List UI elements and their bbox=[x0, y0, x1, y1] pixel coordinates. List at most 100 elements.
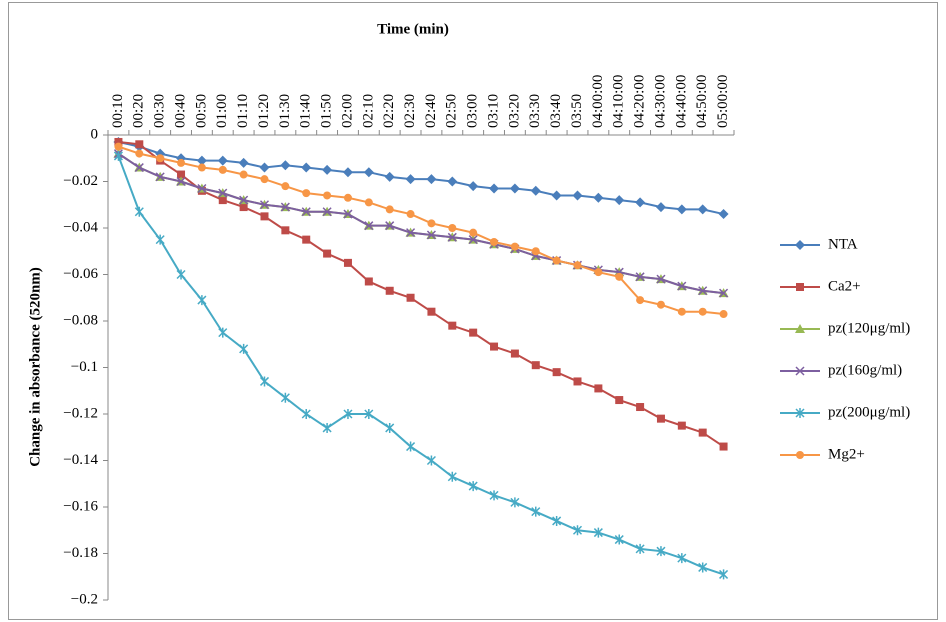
marker bbox=[405, 174, 416, 185]
marker bbox=[384, 171, 395, 182]
x-tick-label: 00:50 bbox=[193, 94, 209, 128]
marker bbox=[677, 553, 687, 564]
y-tick-label: −0.1 bbox=[71, 359, 98, 375]
marker bbox=[176, 269, 186, 280]
marker bbox=[197, 163, 206, 172]
x-tick-label: 04:10:00 bbox=[611, 75, 627, 128]
marker bbox=[573, 261, 582, 270]
marker bbox=[385, 205, 394, 214]
marker bbox=[489, 490, 499, 501]
marker bbox=[260, 175, 269, 184]
marker bbox=[155, 172, 165, 182]
marker bbox=[114, 142, 123, 151]
marker bbox=[615, 272, 624, 281]
x-tick-label: 04:40:00 bbox=[673, 75, 689, 128]
marker bbox=[427, 219, 436, 228]
chart-frame bbox=[8, 2, 938, 620]
marker bbox=[385, 221, 395, 231]
legend-label: pz(160g/ml) bbox=[828, 362, 902, 378]
marker bbox=[698, 307, 707, 316]
marker bbox=[322, 422, 332, 433]
marker bbox=[259, 200, 270, 210]
marker bbox=[218, 327, 228, 338]
marker bbox=[796, 283, 804, 291]
marker bbox=[239, 195, 249, 205]
x-tick-label: 01:50 bbox=[319, 94, 335, 128]
marker bbox=[531, 361, 540, 370]
marker bbox=[490, 342, 499, 351]
marker bbox=[259, 376, 270, 387]
marker bbox=[197, 295, 207, 306]
x-tick-label: 02:10 bbox=[360, 94, 376, 128]
marker bbox=[551, 190, 562, 201]
marker bbox=[156, 154, 165, 163]
marker bbox=[385, 286, 394, 295]
marker bbox=[448, 321, 457, 330]
series-line bbox=[118, 145, 724, 316]
marker bbox=[719, 288, 729, 298]
marker bbox=[322, 207, 332, 217]
x-tick-label: 02:00 bbox=[339, 94, 355, 128]
legend-label: Mg2+ bbox=[828, 446, 865, 462]
marker bbox=[510, 242, 519, 251]
marker bbox=[406, 228, 416, 238]
marker bbox=[656, 546, 666, 557]
marker bbox=[302, 235, 311, 244]
marker bbox=[343, 193, 352, 202]
marker bbox=[593, 527, 603, 538]
marker bbox=[218, 165, 227, 174]
x-tick-label: 03:30 bbox=[527, 94, 543, 128]
y-tick-label: −0.2 bbox=[71, 591, 98, 607]
marker bbox=[489, 183, 500, 194]
marker bbox=[490, 237, 499, 246]
x-tick-label: 01:00 bbox=[214, 94, 230, 128]
marker bbox=[572, 190, 583, 201]
marker bbox=[510, 349, 519, 358]
marker bbox=[447, 232, 457, 242]
legend-label: NTA bbox=[828, 236, 858, 252]
legend-label: Ca2+ bbox=[828, 278, 861, 294]
marker bbox=[218, 188, 228, 198]
marker bbox=[510, 497, 520, 508]
marker bbox=[469, 228, 478, 237]
marker bbox=[552, 368, 561, 377]
marker bbox=[323, 249, 332, 258]
marker bbox=[197, 183, 207, 194]
marker bbox=[364, 198, 373, 207]
y-tick-label: −0.18 bbox=[63, 545, 98, 561]
marker bbox=[134, 206, 144, 217]
marker bbox=[301, 409, 311, 419]
x-tick-label: 01:40 bbox=[298, 94, 314, 128]
marker bbox=[363, 167, 374, 178]
marker bbox=[698, 286, 708, 296]
marker bbox=[280, 160, 291, 171]
marker bbox=[447, 471, 457, 482]
marker bbox=[636, 296, 645, 305]
marker bbox=[343, 258, 352, 267]
marker bbox=[406, 210, 415, 219]
marker bbox=[426, 455, 436, 466]
marker bbox=[531, 506, 541, 517]
y-tick-label: −0.06 bbox=[63, 266, 98, 282]
marker bbox=[552, 515, 562, 526]
marker bbox=[655, 202, 666, 213]
y-tick-label: −0.02 bbox=[63, 173, 98, 189]
marker bbox=[177, 158, 186, 167]
marker bbox=[698, 562, 708, 573]
x-tick-label: 03:10 bbox=[485, 94, 501, 128]
marker bbox=[656, 274, 666, 284]
marker bbox=[468, 235, 478, 245]
marker bbox=[697, 204, 708, 215]
marker bbox=[593, 192, 604, 203]
marker bbox=[719, 310, 728, 319]
marker bbox=[364, 409, 374, 419]
marker bbox=[281, 182, 290, 191]
marker bbox=[635, 272, 645, 282]
marker bbox=[572, 525, 583, 536]
marker bbox=[343, 209, 353, 219]
marker bbox=[281, 226, 290, 235]
marker bbox=[217, 155, 228, 166]
marker bbox=[218, 196, 227, 205]
marker bbox=[677, 307, 686, 316]
marker bbox=[795, 408, 805, 418]
